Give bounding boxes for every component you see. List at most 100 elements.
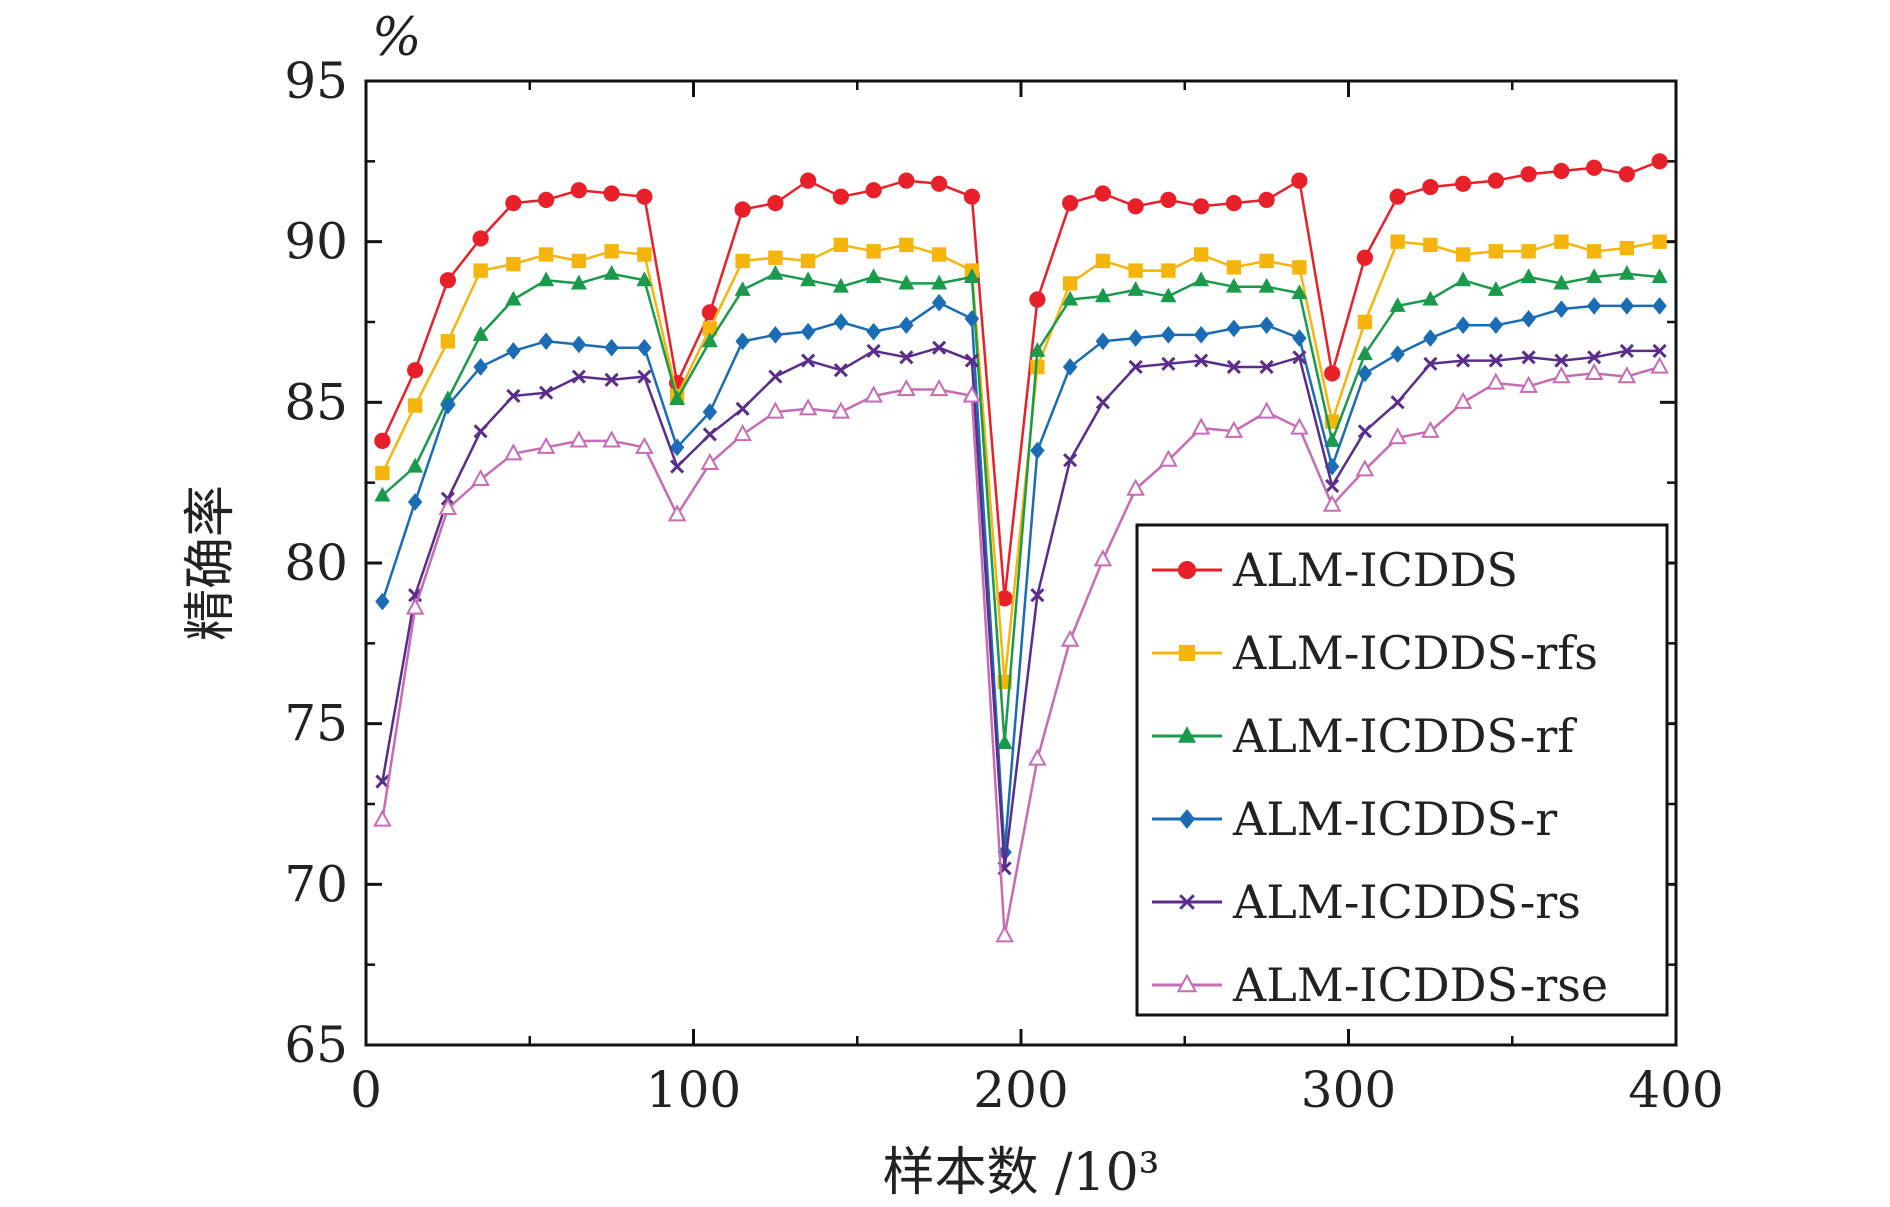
x-tick-label: 100: [646, 1061, 741, 1119]
data-point: [637, 338, 652, 357]
data-point: [767, 195, 784, 212]
data-point: [1257, 401, 1276, 419]
data-point: [1063, 453, 1078, 468]
series-line: [381, 365, 1660, 937]
data-point: [768, 369, 783, 384]
series-alm-icdds-r: [375, 293, 1667, 861]
data-point: [800, 322, 816, 341]
data-point: [504, 443, 523, 461]
data-point: [1127, 198, 1144, 215]
data-point: [1455, 247, 1471, 262]
data-point: [375, 592, 390, 611]
data-point: [1390, 234, 1405, 249]
data-point: [1030, 441, 1045, 460]
data-point: [1554, 300, 1569, 318]
data-point: [1650, 356, 1669, 374]
data-point: [1389, 188, 1406, 205]
data-point: [1191, 417, 1211, 435]
data-point: [931, 247, 947, 262]
data-point: [833, 237, 849, 253]
data-point: [734, 201, 751, 218]
data-point: [1193, 271, 1210, 287]
data-point: [1487, 172, 1504, 189]
data-point: [473, 263, 488, 278]
data-point: [964, 309, 980, 328]
data-point: [1258, 277, 1275, 293]
data-point: [1225, 195, 1242, 212]
data-point: [700, 452, 720, 470]
data-point: [407, 493, 423, 511]
data-point: [832, 277, 849, 293]
data-point: [1652, 343, 1667, 358]
data-point: [570, 274, 587, 290]
data-point: [1455, 175, 1472, 192]
data-point: [670, 459, 685, 474]
data-point: [375, 774, 390, 789]
data-point: [702, 427, 717, 442]
data-point: [505, 290, 522, 306]
data-point: [962, 385, 982, 403]
data-point: [1617, 366, 1637, 384]
data-point: [1128, 263, 1143, 278]
data-point: [539, 385, 554, 400]
data-point: [1030, 588, 1045, 603]
data-point: [733, 423, 752, 442]
legend-label: ALM-ICDDS-r: [1232, 792, 1557, 846]
data-point: [1126, 478, 1145, 496]
data-point: [506, 342, 521, 360]
data-point: [1453, 391, 1473, 409]
y-tick-label: 95: [284, 52, 348, 110]
data-point: [1095, 332, 1111, 351]
data-point: [1258, 191, 1275, 208]
y-axis: 65 70 75 80 85 90 95: [284, 52, 1676, 1074]
data-point: [1193, 198, 1210, 215]
data-point: [1521, 244, 1536, 259]
data-point: [865, 268, 882, 284]
data-point: [1520, 166, 1537, 183]
data-point: [899, 316, 914, 335]
data-point: [637, 247, 652, 262]
data-point: [1554, 234, 1569, 249]
series-line: [381, 160, 1661, 600]
legend-entry: ALM-ICDDS-r: [1152, 792, 1557, 846]
data-point: [1160, 287, 1177, 303]
data-point: [1357, 364, 1373, 383]
data-point: [1619, 297, 1635, 315]
data-point: [1651, 153, 1668, 170]
data-point: [864, 385, 883, 403]
data-point: [571, 335, 587, 354]
data-point: [866, 343, 881, 358]
data-point: [767, 265, 784, 280]
data-point: [473, 358, 488, 376]
y-tick-label: 85: [284, 373, 348, 431]
data-point: [1619, 240, 1635, 256]
data-point: [1226, 359, 1241, 375]
data-point: [635, 436, 654, 454]
data-point: [1062, 358, 1078, 376]
data-point: [604, 244, 619, 259]
legend-label: ALM-ICDDS: [1232, 543, 1518, 597]
data-point: [1290, 417, 1309, 435]
data-point: [538, 271, 555, 287]
data-point: [1259, 316, 1274, 335]
data-point: [407, 398, 423, 413]
data-point: [1488, 316, 1504, 335]
data-point: [571, 253, 587, 269]
data-point: [833, 313, 849, 331]
data-point: [1388, 427, 1407, 445]
legend-marker: [1178, 644, 1196, 662]
data-point: [1030, 359, 1045, 375]
legend-entry: ALM-ICDDS-rf: [1152, 709, 1577, 763]
data-point: [603, 185, 620, 202]
series-line: [381, 240, 1660, 684]
data-point: [1160, 191, 1177, 208]
y-axis-title: 精确率: [181, 485, 241, 641]
data-point: [931, 175, 948, 192]
data-point: [702, 321, 718, 336]
data-point: [800, 253, 816, 269]
legend-label: ALM-ICDDS-rs: [1232, 875, 1581, 929]
data-point: [374, 486, 391, 502]
data-point: [1618, 265, 1635, 280]
data-point: [1062, 276, 1078, 291]
